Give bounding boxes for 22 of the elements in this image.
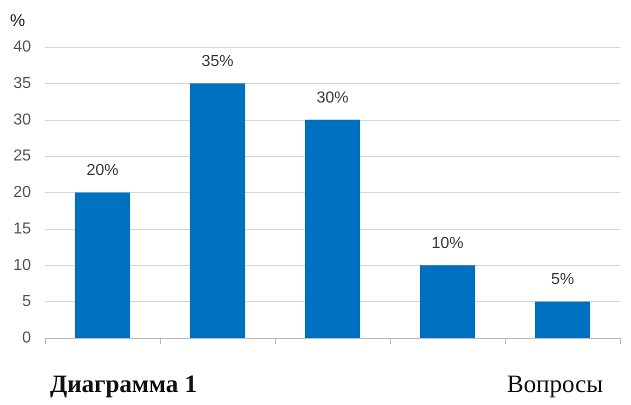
bar: [420, 265, 476, 338]
y-tick-label: 10: [13, 256, 32, 274]
data-label: 35%: [201, 52, 234, 70]
data-label: 30%: [316, 89, 349, 106]
y-tick-label: 25: [13, 148, 32, 165]
bar: [74, 192, 130, 338]
y-tick-label: 40: [13, 38, 32, 56]
bar: [190, 83, 246, 338]
data-label: 20%: [86, 162, 119, 179]
bar: [304, 120, 360, 338]
text: Диаграмма 1: [50, 371, 197, 398]
y-axis-title: %: [10, 11, 26, 30]
y-tick-label: 35: [13, 74, 32, 92]
data-label: 10%: [431, 234, 464, 252]
y-tick-label: 20: [13, 184, 32, 201]
x-axis-title: Вопросы: [506, 371, 604, 398]
data-label: 5%: [550, 271, 574, 288]
y-tick-label: 0: [22, 330, 32, 346]
y-tick-label: 5: [22, 293, 32, 310]
y-tick-label: 15: [13, 220, 32, 238]
bar: [534, 302, 590, 338]
y-tick-label: 30: [13, 111, 32, 128]
